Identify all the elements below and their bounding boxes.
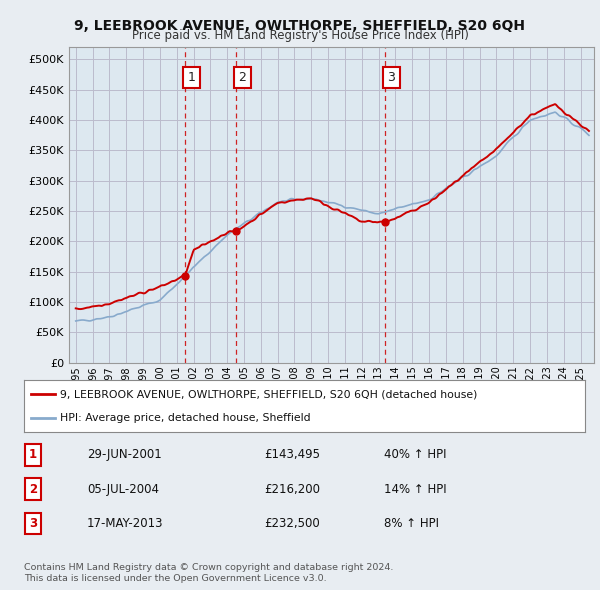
- Text: 3: 3: [29, 517, 37, 530]
- Text: £143,495: £143,495: [264, 448, 320, 461]
- Text: 40% ↑ HPI: 40% ↑ HPI: [384, 448, 446, 461]
- Text: 2: 2: [238, 71, 246, 84]
- Text: 1: 1: [187, 71, 196, 84]
- Text: Price paid vs. HM Land Registry's House Price Index (HPI): Price paid vs. HM Land Registry's House …: [131, 30, 469, 42]
- Text: £232,500: £232,500: [264, 517, 320, 530]
- Text: £216,200: £216,200: [264, 483, 320, 496]
- Text: 05-JUL-2004: 05-JUL-2004: [87, 483, 159, 496]
- Text: Contains HM Land Registry data © Crown copyright and database right 2024.
This d: Contains HM Land Registry data © Crown c…: [24, 563, 394, 583]
- Text: 29-JUN-2001: 29-JUN-2001: [87, 448, 162, 461]
- Text: 3: 3: [388, 71, 395, 84]
- Text: 8% ↑ HPI: 8% ↑ HPI: [384, 517, 439, 530]
- Text: HPI: Average price, detached house, Sheffield: HPI: Average price, detached house, Shef…: [61, 414, 311, 424]
- Text: 9, LEEBROOK AVENUE, OWLTHORPE, SHEFFIELD, S20 6QH: 9, LEEBROOK AVENUE, OWLTHORPE, SHEFFIELD…: [74, 19, 526, 33]
- Text: 1: 1: [29, 448, 37, 461]
- Text: 14% ↑ HPI: 14% ↑ HPI: [384, 483, 446, 496]
- Text: 2: 2: [29, 483, 37, 496]
- Text: 17-MAY-2013: 17-MAY-2013: [87, 517, 163, 530]
- Text: 9, LEEBROOK AVENUE, OWLTHORPE, SHEFFIELD, S20 6QH (detached house): 9, LEEBROOK AVENUE, OWLTHORPE, SHEFFIELD…: [61, 389, 478, 399]
